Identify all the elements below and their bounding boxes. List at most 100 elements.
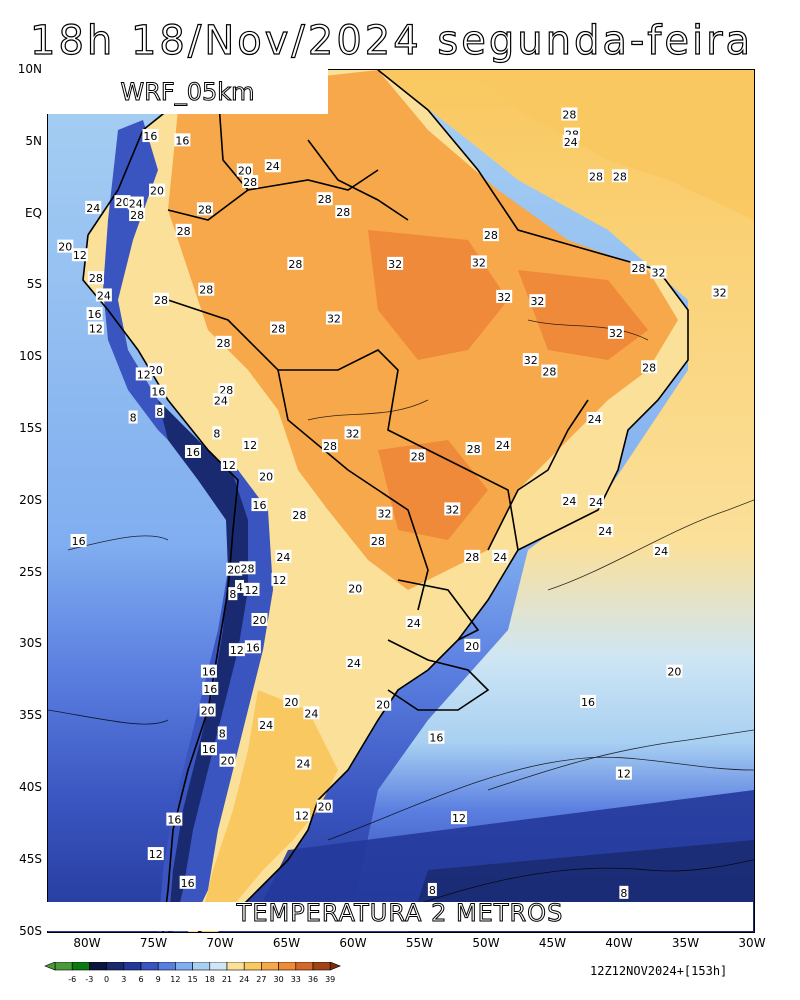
isotherm-value-label: 28 <box>335 205 352 219</box>
isotherm-value-label: 24 <box>127 196 144 211</box>
svg-text:24: 24 <box>129 198 143 211</box>
svg-text:32: 32 <box>472 256 486 269</box>
svg-text:28: 28 <box>199 284 213 297</box>
svg-text:16: 16 <box>167 814 181 827</box>
svg-text:8: 8 <box>620 887 627 900</box>
svg-text:32: 32 <box>524 354 538 367</box>
longitude-label: 80W <box>73 936 101 950</box>
svg-text:28: 28 <box>288 258 302 271</box>
isotherm-value-label: 20 <box>199 703 216 717</box>
isotherm-value-label: 20 <box>375 697 392 712</box>
svg-text:24: 24 <box>654 545 668 558</box>
colorbar-segment <box>175 961 193 971</box>
svg-text:20: 20 <box>238 165 252 178</box>
temperature-colorbar: -6 -3 0 3 6 9 12 15 18 21 24 27 30 33 36 39 <box>43 961 363 992</box>
svg-text:12: 12 <box>137 368 151 381</box>
isotherm-value-label: 16 <box>244 640 261 654</box>
isotherm-value-label: 16 <box>179 875 196 890</box>
isotherm-value-label: 8 <box>155 404 165 419</box>
isotherm-value-label: 12 <box>242 437 259 452</box>
isotherm-value-label: 32 <box>325 311 342 325</box>
colorbar-segment <box>312 961 331 971</box>
svg-text:28: 28 <box>371 535 385 548</box>
svg-text:28: 28 <box>318 193 332 206</box>
svg-text:28: 28 <box>336 206 350 219</box>
isotherm-value-label: 12 <box>220 457 237 472</box>
isotherm-value-label: 28 <box>630 261 647 275</box>
svg-text:28: 28 <box>241 562 255 575</box>
isotherm-value-label: 20 <box>219 753 236 768</box>
latitude-label: 50S <box>19 923 42 938</box>
longitude-label: 40W <box>605 936 633 950</box>
isotherm-value-label: 28 <box>153 292 170 307</box>
longitude-label: 45W <box>538 936 567 950</box>
svg-text:8: 8 <box>213 427 220 440</box>
isotherm-value-label: 24 <box>586 411 603 426</box>
svg-text:24: 24 <box>296 758 310 771</box>
longitude-label: 55W <box>405 936 434 950</box>
colorbar-segment <box>123 961 142 971</box>
isotherm-value-label: 16 <box>184 444 201 459</box>
svg-text:20: 20 <box>284 696 298 709</box>
colorbar-tick-label: 33 <box>291 975 301 984</box>
isotherm-value-label: 12 <box>135 367 152 381</box>
isotherm-value-label: 20 <box>283 694 300 709</box>
svg-text:12: 12 <box>295 809 309 822</box>
isotherm-value-label: 24 <box>345 656 362 670</box>
colorbar-segment <box>106 961 125 971</box>
isotherm-value-label: 24 <box>653 544 670 558</box>
isotherm-value-label: 24 <box>492 549 509 564</box>
isotherm-value-label: 28 <box>369 534 386 548</box>
isotherm-value-label: 8 <box>212 426 222 440</box>
latitude-label: 10S <box>19 349 42 364</box>
svg-text:24: 24 <box>214 394 228 407</box>
isotherm-value-label: 16 <box>202 681 219 696</box>
colorbar-tick-label: 21 <box>222 975 232 984</box>
isotherm-value-label: 4 <box>235 579 245 594</box>
isotherm-value-label: 28 <box>129 208 146 222</box>
svg-text:32: 32 <box>497 291 511 304</box>
svg-text:20: 20 <box>318 801 332 814</box>
colorbar-tick-label: -6 <box>68 975 76 984</box>
isotherm-value-label: 28 <box>196 202 213 216</box>
isotherm-value-label: 28 <box>541 364 558 379</box>
svg-text:16: 16 <box>88 308 102 321</box>
isotherm-value-label: 20 <box>251 612 268 627</box>
svg-text:16: 16 <box>581 696 595 709</box>
colorbar-segment <box>71 961 90 971</box>
isotherm-value-label: 20 <box>347 581 364 595</box>
map-svg: 2828241616202420242828202428282828282828… <box>48 70 754 932</box>
isotherm-value-label: 20 <box>226 562 243 577</box>
isotherm-value-label: 20 <box>57 239 74 254</box>
svg-text:8: 8 <box>219 727 226 740</box>
svg-text:16: 16 <box>175 134 189 147</box>
isotherm-value-label: 12 <box>450 811 467 825</box>
temperature-map: 2828241616202420242828202428282828282828… <box>47 69 755 933</box>
isotherm-value-label: 28 <box>409 449 426 463</box>
longitude-label: 75W <box>139 936 168 950</box>
isotherm-value-label: 28 <box>561 107 578 122</box>
isotherm-value-label: 12 <box>615 766 632 781</box>
svg-text:20: 20 <box>201 704 215 717</box>
svg-text:28: 28 <box>292 509 306 522</box>
isotherm-value-label: 32 <box>711 285 728 300</box>
svg-text:24: 24 <box>86 202 100 215</box>
colorbar-segment <box>192 961 211 971</box>
isotherm-value-label: 32 <box>387 256 404 271</box>
svg-text:8: 8 <box>229 588 236 601</box>
svg-text:32: 32 <box>388 258 402 271</box>
isotherm-value-label: 28 <box>239 561 256 575</box>
isotherm-value-label: 8 <box>619 885 629 900</box>
svg-text:16: 16 <box>151 386 165 399</box>
svg-text:24: 24 <box>588 413 602 426</box>
svg-text:20: 20 <box>465 640 479 653</box>
isotherm-value-label: 12 <box>294 808 311 822</box>
isotherm-value-label: 20 <box>666 664 683 679</box>
svg-text:12: 12 <box>73 249 87 262</box>
isotherm-value-label: 16 <box>86 307 103 321</box>
colorbar-segment <box>278 961 297 971</box>
isotherm-value-label: 28 <box>611 169 628 183</box>
svg-text:12: 12 <box>243 439 257 452</box>
latitude-label: 40S <box>19 780 42 794</box>
svg-text:16: 16 <box>203 683 217 696</box>
